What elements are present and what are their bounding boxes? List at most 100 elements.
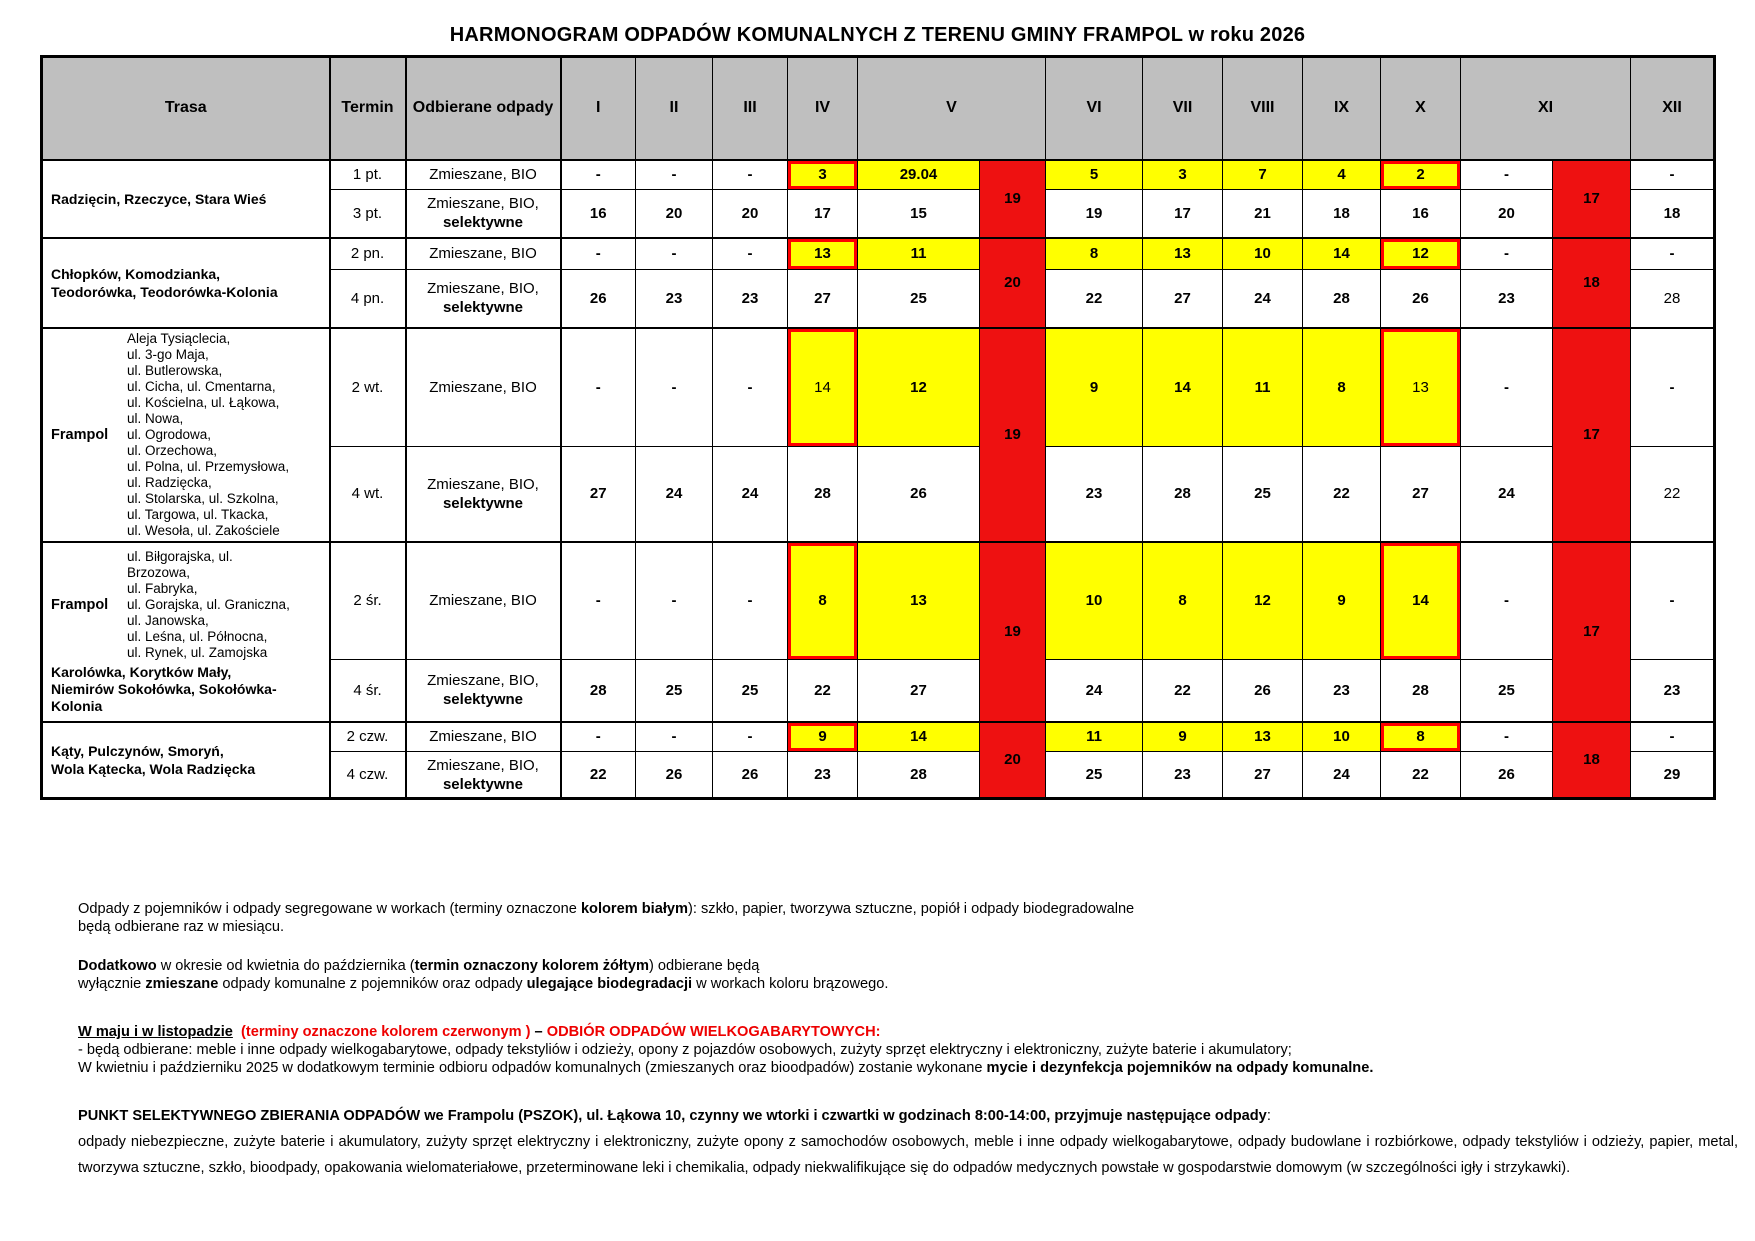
schedule-cell: 12 (857, 326, 980, 448)
schedule-cell: 14 (1142, 326, 1223, 448)
schedule-cell: 3 (787, 158, 858, 190)
schedule-cell: 26 (635, 751, 713, 799)
schedule-cell: 10 (1045, 540, 1143, 660)
schedule-cell: 26 (1460, 751, 1553, 799)
schedule-cell: 24 (1045, 659, 1143, 722)
waste-type-line: Zmieszane, BIO (429, 166, 537, 184)
note-segment: kolorem białym (580, 901, 688, 917)
schedule-cell: 4 (1302, 158, 1381, 190)
schedule-cell: 19 (1045, 189, 1143, 238)
schedule-cell: 25 (857, 269, 980, 328)
schedule-cell: 25 (712, 659, 788, 722)
termin-cell: 4 wt. (329, 446, 407, 542)
waste-type-cell: Zmieszane, BIO, selektywne (405, 751, 562, 799)
note-segment: w workach koloru brązowego. (692, 976, 889, 992)
column-header-month: II (635, 56, 713, 161)
schedule-cell: 17 (1142, 189, 1223, 238)
schedule-table: Trasa Termin Odbierane odpady I II III IV V VI VI… (40, 55, 1716, 800)
waste-type-cell: Zmieszane, BIO (405, 326, 562, 448)
schedule-cell: 9 (787, 720, 858, 752)
schedule-cell: 27 (1142, 269, 1223, 328)
schedule-cell: 9 (1142, 720, 1223, 752)
schedule-cell: 26 (1222, 659, 1303, 722)
note-paragraph: W maju i w listopadzie (terminy oznaczon… (78, 1023, 1738, 1077)
note-segment: (terminy oznaczone kolorem czerwonym ) (240, 1024, 531, 1040)
schedule-cell: 8 (1045, 236, 1143, 270)
schedule-cell: 25 (635, 659, 713, 722)
bulky-waste-may-cell: 19 (979, 540, 1046, 722)
schedule-cell: - (635, 236, 713, 270)
schedule-cell: 27 (857, 659, 980, 722)
schedule-cell: - (1460, 326, 1553, 448)
note-segment: ): szkło, papier, tworzywa sztuczne, pop… (78, 901, 1135, 935)
note-segment (233, 1024, 241, 1040)
schedule-cell: 8 (1142, 540, 1223, 660)
schedule-cell: 23 (1630, 659, 1715, 722)
waste-type-line: Zmieszane, BIO, (427, 672, 539, 690)
schedule-cell: 22 (1302, 446, 1381, 542)
column-header-month: IX (1302, 56, 1381, 161)
schedule-cell: - (1460, 720, 1553, 752)
schedule-cell: 26 (712, 751, 788, 799)
bulky-waste-november-cell: 17 (1552, 540, 1631, 722)
termin-cell: 2 śr. (329, 540, 407, 660)
column-header-month: VI (1045, 56, 1143, 161)
schedule-cell: 27 (1222, 751, 1303, 799)
schedule-cell: 26 (857, 446, 980, 542)
schedule-cell: - (1460, 540, 1553, 660)
schedule-cell: - (712, 326, 788, 448)
schedule-cell: - (712, 236, 788, 270)
schedule-cell: - (1630, 540, 1715, 660)
termin-cell: 3 pt. (329, 189, 407, 238)
column-header-odpady: Odbierane odpady (405, 56, 562, 161)
waste-type-line: Zmieszane, BIO, (427, 280, 539, 298)
waste-type-cell: Zmieszane, BIO (405, 236, 562, 270)
waste-type-line: Zmieszane, BIO (429, 728, 537, 746)
column-header-month: VIII (1222, 56, 1303, 161)
schedule-cell: 8 (1302, 326, 1381, 448)
schedule-cell: 25 (1460, 659, 1553, 722)
waste-type-line: Zmieszane, BIO (429, 592, 537, 610)
route-cell: Chłopków, Komodzianka, Teodorówka, Teodo… (41, 236, 331, 328)
schedule-cell: 24 (1460, 446, 1553, 542)
schedule-cell: 28 (1630, 269, 1715, 328)
note-segment: PUNKT SELEKTYWNEGO ZBIERANIA ODPADÓW we … (78, 1108, 1267, 1124)
schedule-cell: - (635, 326, 713, 448)
route-cell: Kąty, Pulczynów, Smoryń, Wola Kątecka, W… (41, 720, 331, 799)
termin-cell: 2 pn. (329, 236, 407, 270)
column-header-month: V (857, 56, 1046, 161)
schedule-cell: 22 (560, 751, 636, 799)
schedule-cell: - (1630, 158, 1715, 190)
note-segment: - będą odbierane: meble i inne odpady wi… (78, 1042, 1292, 1076)
schedule-cell: 27 (560, 446, 636, 542)
note-segment: termin oznaczony kolorem żółtym (414, 958, 649, 974)
waste-type-line: selektywne (442, 775, 524, 793)
termin-cell: 2 wt. (329, 326, 407, 448)
waste-type-line: Zmieszane, BIO, (427, 756, 539, 774)
schedule-cell: 11 (857, 236, 980, 270)
schedule-cell: 21 (1222, 189, 1303, 238)
schedule-cell: - (712, 720, 788, 752)
schedule-cell: 13 (1142, 236, 1223, 270)
termin-cell: 4 pn. (329, 269, 407, 328)
route-cell: Radzięcin, Rzeczyce, Stara Wieś (41, 158, 331, 238)
schedule-cell: - (712, 540, 788, 660)
route-town-block: Frampol ul. Biłgorajska, ul. Brzozowa, ul… (51, 549, 325, 661)
column-header-termin: Termin (329, 56, 407, 161)
schedule-cell: 10 (1222, 236, 1303, 270)
note-segment: ) odbierane będą wyłącznie (78, 958, 760, 992)
schedule-cell: 28 (560, 659, 636, 722)
termin-cell: 4 czw. (329, 751, 407, 799)
route-cell: Frampol Aleja Tysiąclecia, ul. 3-go Maja,… (41, 326, 331, 542)
schedule-cell: 23 (1045, 446, 1143, 542)
bulky-waste-may-cell: 19 (979, 158, 1046, 238)
waste-type-cell: Zmieszane, BIO, selektywne (405, 189, 562, 238)
schedule-cell: 9 (1302, 540, 1381, 660)
schedule-cell: 23 (1302, 659, 1381, 722)
schedule-cell: 25 (1045, 751, 1143, 799)
schedule-cell: - (1630, 720, 1715, 752)
schedule-cell: 27 (787, 269, 858, 328)
waste-type-cell: Zmieszane, BIO, selektywne (405, 269, 562, 328)
schedule-cell: 29.04 (857, 158, 980, 190)
schedule-cell: 14 (1302, 236, 1381, 270)
